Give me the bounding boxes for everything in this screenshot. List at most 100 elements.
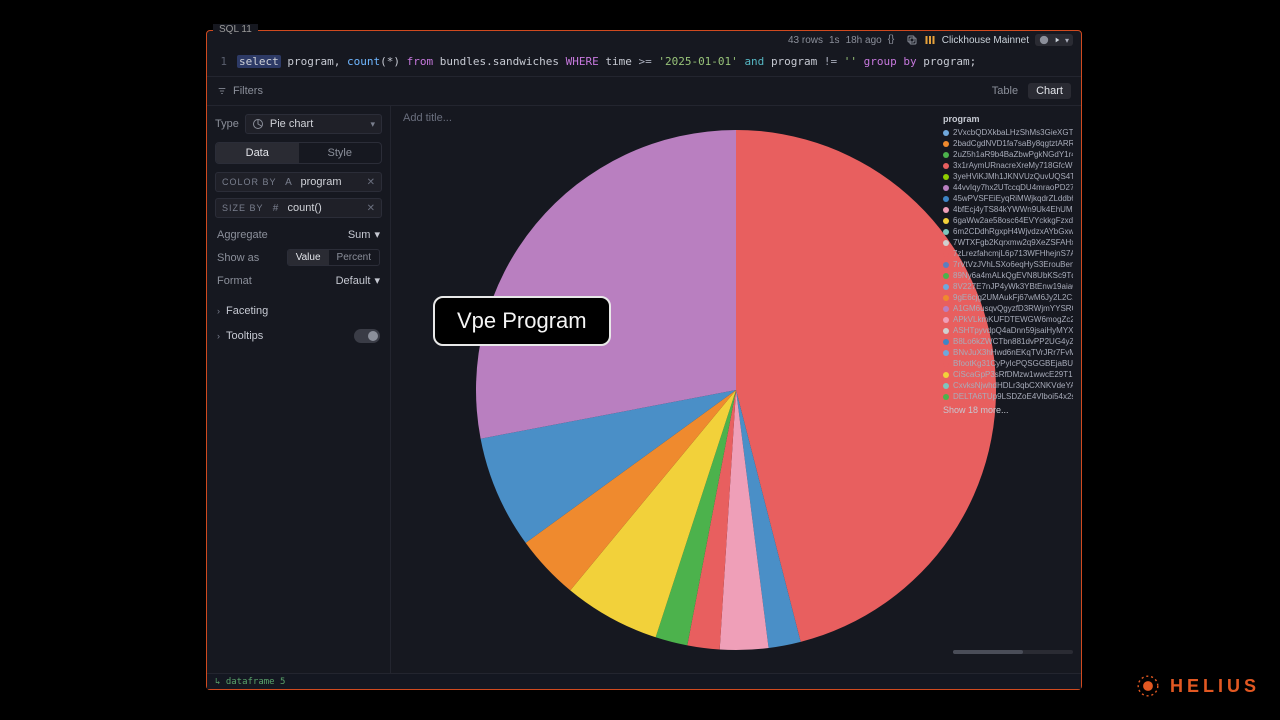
seg-style[interactable]: Style (299, 143, 382, 163)
legend-label: BNvJuX3hHwd6nEKqTVrJRr7FvMt73Evil (953, 347, 1073, 358)
legend-item[interactable]: 6m2CDdhRgxpH4WjvdzxAYbGxwdGUz5f (943, 226, 1073, 237)
legend-label: CiScaGpP3sRfDMzw1wwcE29T1EYAss68 (953, 369, 1073, 380)
legend-swatch (943, 328, 949, 334)
chart-tooltip: Vpe Program (433, 296, 611, 346)
legend-item[interactable]: 9gE6cjg2UMAukFj67wM6Jy2L2C1wxeqP (943, 292, 1073, 303)
legend-swatch (943, 306, 949, 312)
legend-item[interactable]: 89Ny6a4mALkQgEVN8UbKSc9TdLl6h9rF (943, 270, 1073, 281)
helius-icon (1134, 672, 1162, 700)
size-by-field[interactable]: SIZE BY # count() ✕ (215, 198, 382, 218)
elapsed-time: 1s (829, 35, 840, 46)
clear-color-by-icon[interactable]: ✕ (367, 177, 375, 188)
legend-item[interactable]: 3yeHViKJMh1JKNVUzQuvUQS4TWSiLYG2 (943, 171, 1073, 182)
legend-label: 2VxcbQDXkbaLHzShMs3GieXGTd239Fbh (953, 127, 1073, 138)
footer-status: ↳ dataframe 5 (207, 673, 1081, 689)
legend: program 2VxcbQDXkbaLHzShMs3GieXGTd239Fbh… (943, 114, 1073, 415)
line-number: 1 (217, 55, 227, 68)
filters-button[interactable]: Filters (217, 85, 263, 97)
tooltips-toggle[interactable] (354, 329, 380, 343)
sql-panel: SQL 11 43 rows 1s 18h ago {} Clickhouse … (206, 30, 1082, 690)
columns-icon[interactable] (924, 34, 936, 46)
sql-editor[interactable]: 1 select program, count(*) from bundles.… (207, 51, 1081, 76)
format-select[interactable]: Default▾ (336, 274, 380, 287)
legend-item[interactable]: A1GM6usqvQgyzfD3RWjmYYSRGCD4Pm (943, 303, 1073, 314)
data-style-segment[interactable]: Data Style (215, 142, 382, 164)
legend-swatch (943, 174, 949, 180)
legend-swatch (943, 229, 949, 235)
view-chart[interactable]: Chart (1028, 83, 1071, 99)
aggregate-select[interactable]: Sum▾ (348, 228, 380, 241)
config-sidebar: Type Pie chart ▾ Data Style COLOR BY (207, 106, 391, 674)
legend-label: 44vvIqy7hx2UTccqDU4mraoPD2775QM (953, 182, 1073, 193)
legend-swatch (943, 141, 949, 147)
pie-slice[interactable] (476, 130, 736, 439)
legend-swatch (943, 185, 949, 191)
color-by-field[interactable]: COLOR BY A program ✕ (215, 172, 382, 192)
legend-scrollbar[interactable] (953, 650, 1073, 654)
legend-label: DELTA6TUp9LSDZoE4Vlboi54x2sunagxF (953, 391, 1073, 402)
legend-swatch (943, 207, 949, 213)
query-age: 18h ago (846, 35, 882, 46)
faceting-section[interactable]: ›Faceting (215, 299, 382, 323)
legend-item[interactable]: APkVLkmKUFDTEWGW6mogZc22TWnJb (943, 314, 1073, 325)
legend-swatch (943, 262, 949, 268)
legend-item[interactable]: 44vvIqy7hx2UTccqDU4mraoPD2775QM (943, 182, 1073, 193)
status-bar: 43 rows 1s 18h ago {} Clickhouse Mainnet… (207, 31, 1081, 51)
legend-item[interactable]: 2VxcbQDXkbaLHzShMs3GieXGTd239Fbh (943, 127, 1073, 138)
legend-label: CxvksNjwhdHDLr3qbCXNKVdeYACWBcs (953, 380, 1073, 391)
legend-title: program (943, 114, 1073, 124)
legend-item[interactable]: 2uZ5h1aR9b4BaZbwPgkNGdY1r4dDQ3A (943, 149, 1073, 160)
type-label: Type (215, 118, 239, 130)
legend-item[interactable]: BNvJuX3hHwd6nEKqTVrJRr7FvMt73Evil (943, 347, 1073, 358)
legend-label: 7rVtVzJVhLSXo6eqHyS3ErouBeniziHbFFv (953, 259, 1073, 270)
legend-item[interactable]: 8V227E7nJP4yWk3YBtEnw19aiaQc2Cb9 (943, 281, 1073, 292)
legend-item[interactable]: CiScaGpP3sRfDMzw1wwcE29T1EYAss68 (943, 369, 1073, 380)
legend-swatch (943, 361, 949, 367)
run-button[interactable]: ▾ (1035, 34, 1073, 46)
legend-label: 6m2CDdhRgxpH4WjvdzxAYbGxwdGUz5f (953, 226, 1073, 237)
legend-label: 4bfEcj4yTS84kYWWn9Uk4EhUMBnMvM (953, 204, 1073, 215)
legend-item[interactable]: DELTA6TUp9LSDZoE4Vlboi54x2sunagxF (943, 391, 1073, 402)
sql-text: select program, count(*) from bundles.sa… (237, 55, 976, 68)
legend-label: 45wPVSFEiEyqRiMWjkqdrZLddb6fqiuP3l (953, 193, 1073, 204)
legend-item[interactable]: BfootKg31CyPyIcPQSGGBEjaBUAR5jRLfl (943, 358, 1073, 369)
pie-icon (252, 118, 264, 130)
show-as-label: Show as (217, 252, 259, 264)
legend-swatch (943, 152, 949, 158)
legend-label: A1GM6usqvQgyzfD3RWjmYYSRGCD4Pm (953, 303, 1073, 314)
legend-item[interactable]: 4bfEcj4yTS84kYWWn9Uk4EhUMBnMvM (943, 204, 1073, 215)
legend-swatch (943, 196, 949, 202)
legend-label: 3x1rAymURnacreXreMy718GfcW6kygQs (953, 160, 1073, 171)
legend-label: 3yeHViKJMh1JKNVUzQuvUQS4TWSiLYG2 (953, 171, 1073, 182)
legend-label: 2badCgdNVD1fa7saBy8qgtztARRgGG9V (953, 138, 1073, 149)
legend-label: BfootKg31CyPyIcPQSGGBEjaBUAR5jRLfl (953, 358, 1073, 369)
clear-size-by-icon[interactable]: ✕ (367, 203, 375, 214)
database-name[interactable]: Clickhouse Mainnet (942, 35, 1029, 46)
legend-show-more[interactable]: Show 18 more... (943, 405, 1073, 415)
legend-item[interactable]: CxvksNjwhdHDLr3qbCXNKVdeYACWBcs (943, 380, 1073, 391)
row-count: 43 rows (788, 35, 823, 46)
legend-item[interactable]: 7zLrezfahcmjL6p713WFHhejnS7AAucs9 (943, 248, 1073, 259)
legend-item[interactable]: 2badCgdNVD1fa7saBy8qgtztARRgGG9V (943, 138, 1073, 149)
legend-swatch (943, 240, 949, 246)
view-bar: Filters Table Chart (207, 76, 1081, 106)
legend-item[interactable]: 3x1rAymURnacreXreMy718GfcW6kygQs (943, 160, 1073, 171)
chart-area: Add title... Vpe Program program 2VxcbQD… (391, 106, 1081, 674)
tooltips-section[interactable]: ›Tooltips (215, 323, 382, 349)
show-as-segment[interactable]: Value Percent (287, 249, 380, 266)
copy-icon[interactable] (906, 34, 918, 46)
legend-swatch (943, 130, 949, 136)
legend-item[interactable]: B8Lo6kZWCTbn881dvPP2UG4yZW4Prs (943, 336, 1073, 347)
legend-item[interactable]: 45wPVSFEiEyqRiMWjkqdrZLddb6fqiuP3l (943, 193, 1073, 204)
legend-item[interactable]: 7rVtVzJVhLSXo6eqHyS3ErouBeniziHbFFv (943, 259, 1073, 270)
chart-type-select[interactable]: Pie chart ▾ (245, 114, 382, 134)
legend-item[interactable]: 7WTXFgb2Kqrxmw2q9XeZSFAHxCWRt (943, 237, 1073, 248)
seg-data[interactable]: Data (216, 143, 299, 163)
aggregate-label: Aggregate (217, 229, 268, 241)
view-table[interactable]: Table (984, 83, 1026, 99)
braces-icon[interactable]: {} (888, 34, 900, 46)
legend-item[interactable]: 6gaWw2ae58osc64EVYckkgFzxdwfaVBrj (943, 215, 1073, 226)
legend-label: 7WTXFgb2Kqrxmw2q9XeZSFAHxCWRt (953, 237, 1073, 248)
legend-label: 7zLrezfahcmjL6p713WFHhejnS7AAucs9 (953, 248, 1073, 259)
legend-item[interactable]: ASHTpyvdpQ4aDnn59jsaiHyMYXsdCiTK (943, 325, 1073, 336)
